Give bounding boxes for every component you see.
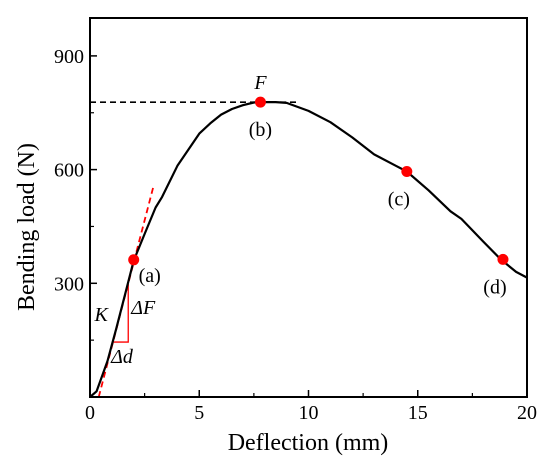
marker-label: (a): [139, 265, 161, 287]
x-axis-label: Deflection (mm): [228, 430, 389, 456]
marker-point: [401, 165, 413, 177]
x-tick-label: 15: [408, 402, 428, 424]
x-tick-label: 10: [299, 402, 319, 424]
axis-ticks: [89, 55, 528, 397]
slope-triangle: [111, 284, 129, 343]
annotations: 0 5 10 15 20 300 600 900 (a) (b) (c) (d) F K ΔF Δd: [54, 46, 537, 424]
slope-line: [97, 186, 155, 398]
marker-point: [128, 254, 140, 266]
slope-k-label: K: [94, 304, 110, 326]
x-tick-label: 20: [517, 402, 537, 424]
marker-point: [254, 96, 266, 108]
marker-label: (d): [483, 276, 506, 298]
x-tick-label: 5: [194, 402, 204, 424]
marker-label: (b): [249, 119, 272, 141]
y-tick-label: 300: [54, 273, 84, 295]
plot-lines: [89, 101, 528, 398]
delta-f-label: ΔF: [130, 297, 156, 319]
load-curve: [89, 101, 528, 398]
y-axis-label: Bending load (N): [14, 143, 40, 311]
x-tick-label: 0: [85, 402, 95, 424]
max-load-label: F: [253, 72, 267, 94]
marker-point: [497, 253, 509, 265]
data-markers: [128, 96, 509, 266]
plot-frame: [89, 17, 528, 398]
y-tick-label: 600: [54, 160, 84, 182]
marker-label: (c): [388, 188, 410, 210]
delta-d-label: Δd: [110, 346, 134, 368]
y-tick-label: 900: [54, 46, 84, 68]
